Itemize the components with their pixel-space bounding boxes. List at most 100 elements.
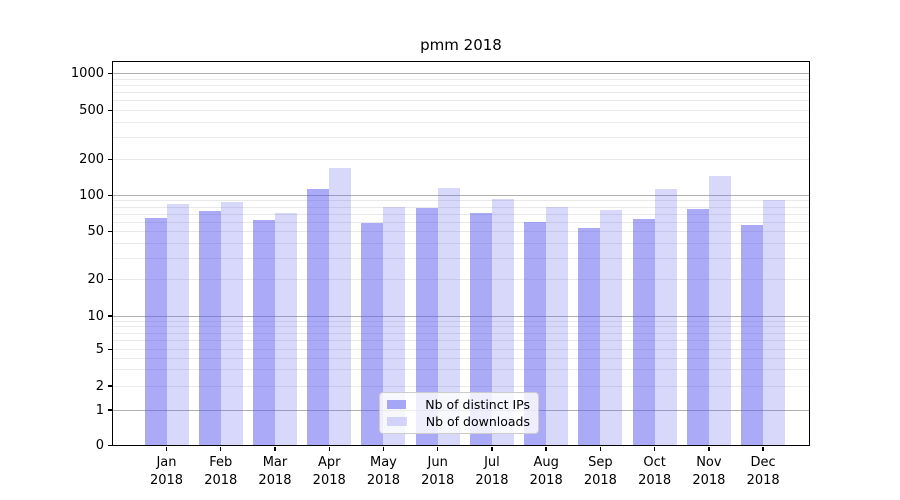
x-tick-mark	[491, 446, 493, 451]
x-tick-month: Aug	[533, 455, 559, 470]
x-tick-label: Jan 2018	[137, 454, 197, 489]
x-tick-year: 2018	[692, 472, 726, 488]
x-tick-month: Nov	[696, 455, 722, 470]
bar-downloads	[220, 202, 243, 446]
bar-distinct-ips	[415, 208, 438, 446]
gridline-minor	[112, 110, 810, 111]
x-tick-year: 2018	[583, 472, 617, 488]
x-tick-label: Oct 2018	[625, 454, 685, 489]
y-tick-mark	[107, 72, 112, 75]
legend-item-distinct-ips: Nb of distinct IPs	[387, 397, 530, 413]
bar-distinct-ips	[144, 217, 167, 446]
x-tick-month: May	[370, 455, 397, 470]
bar-downloads	[708, 176, 731, 446]
y-tick-mark	[107, 109, 112, 112]
gridline-minor	[112, 200, 810, 202]
bar-distinct-ips	[686, 209, 709, 446]
bar-distinct-ips	[578, 227, 601, 446]
y-tick-mark	[107, 348, 112, 351]
bar-downloads	[763, 199, 786, 446]
bar-distinct-ips	[469, 213, 492, 446]
gridline-minor	[112, 159, 810, 160]
x-tick-month: Mar	[262, 455, 288, 470]
x-tick-month: Jan	[156, 455, 177, 470]
x-tick-year: 2018	[204, 472, 238, 488]
x-tick-label: Mar 2018	[245, 454, 305, 489]
y-tick-label: 5	[95, 342, 104, 357]
gridline-major	[112, 73, 810, 74]
legend-swatch-downloads	[387, 417, 407, 426]
x-tick-year: 2018	[312, 472, 346, 488]
y-tick-mark	[107, 444, 112, 447]
y-tick-label: 50	[87, 224, 104, 239]
bar-downloads	[329, 167, 352, 446]
x-tick-mark	[653, 446, 656, 451]
gridline-minor	[112, 206, 810, 208]
x-tick-mark	[437, 446, 439, 451]
gridline-major	[112, 195, 810, 196]
x-tick-label: Aug 2018	[516, 454, 576, 489]
y-tick-mark	[107, 385, 112, 387]
x-tick-label: May 2018	[353, 454, 413, 489]
y-tick-label: 20	[87, 272, 104, 287]
x-tick-year: 2018	[475, 472, 509, 488]
x-tick-mark	[545, 446, 547, 451]
bar-downloads	[166, 203, 189, 446]
x-tick-mark	[328, 446, 330, 451]
x-tick-month: Oct	[643, 455, 666, 470]
y-tick-label: 200	[79, 152, 104, 167]
x-tick-year: 2018	[529, 472, 563, 488]
bar-distinct-ips	[741, 224, 764, 446]
x-tick-label: Jul 2018	[462, 454, 522, 489]
gridline-minor	[112, 221, 810, 223]
bar-distinct-ips	[524, 222, 547, 446]
x-tick-label: Nov 2018	[679, 454, 739, 489]
bar-distinct-ips	[198, 211, 221, 446]
chart-title: pmm 2018	[420, 36, 502, 54]
gridline-minor	[112, 385, 810, 387]
y-tick-label: 2	[95, 378, 104, 394]
bar-downloads	[491, 198, 514, 446]
gridline-minor	[112, 332, 810, 334]
bar-distinct-ips	[361, 222, 384, 446]
y-tick-mark	[107, 409, 112, 411]
y-tick-mark	[107, 278, 112, 281]
y-tick-label: 0	[95, 438, 104, 453]
x-tick-mark	[165, 446, 168, 451]
x-tick-month: Sep	[588, 455, 613, 470]
gridline-minor	[112, 231, 810, 232]
x-tick-month: Jul	[484, 455, 500, 470]
y-tick-mark	[107, 158, 112, 161]
x-tick-year: 2018	[258, 472, 292, 488]
gridline-minor	[112, 340, 810, 342]
gridline-minor	[112, 320, 810, 322]
gridline-minor	[112, 137, 810, 139]
bar-distinct-ips	[632, 219, 655, 446]
gridline-minor	[112, 357, 810, 359]
x-tick-year: 2018	[638, 472, 672, 488]
x-tick-mark	[708, 446, 710, 451]
x-tick-month: Feb	[209, 455, 233, 470]
gridline-minor	[112, 369, 810, 371]
x-tick-label: Jun 2018	[408, 454, 468, 489]
bar-downloads	[383, 207, 406, 446]
x-tick-year: 2018	[149, 472, 184, 488]
x-tick-year: 2018	[421, 472, 455, 488]
gridline-major	[112, 315, 810, 317]
legend-item-downloads: Nb of downloads	[387, 414, 530, 430]
gridline-minor	[112, 121, 810, 123]
bar-downloads	[437, 188, 460, 446]
x-tick-year: 2018	[746, 472, 780, 488]
y-tick-label: 500	[79, 103, 104, 118]
gridline-minor	[112, 213, 810, 215]
y-tick-mark	[107, 194, 112, 197]
legend: Nb of distinct IPs Nb of downloads	[379, 392, 539, 434]
x-tick-year: 2018	[366, 472, 400, 488]
y-tick-mark	[107, 230, 112, 233]
bar-downloads	[654, 189, 677, 446]
gridline-minor	[112, 78, 810, 80]
y-tick-label: 10	[87, 308, 104, 324]
legend-swatch-distinct-ips	[387, 400, 407, 409]
x-tick-mark	[382, 446, 385, 451]
x-tick-label: Dec 2018	[733, 454, 793, 489]
